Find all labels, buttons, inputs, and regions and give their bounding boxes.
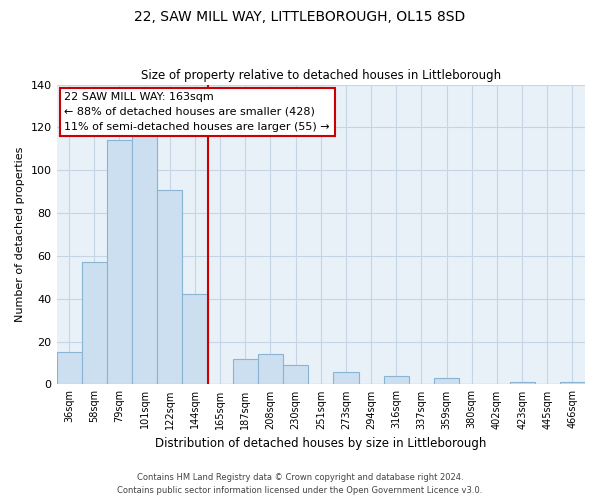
- Bar: [334, 372, 359, 384]
- Bar: [434, 378, 459, 384]
- X-axis label: Distribution of detached houses by size in Littleborough: Distribution of detached houses by size …: [155, 437, 487, 450]
- Bar: [233, 358, 258, 384]
- Text: 22, SAW MILL WAY, LITTLEBOROUGH, OL15 8SD: 22, SAW MILL WAY, LITTLEBOROUGH, OL15 8S…: [134, 10, 466, 24]
- Bar: [560, 382, 585, 384]
- Bar: [107, 140, 132, 384]
- Text: Contains HM Land Registry data © Crown copyright and database right 2024.
Contai: Contains HM Land Registry data © Crown c…: [118, 474, 482, 495]
- Bar: [82, 262, 107, 384]
- Y-axis label: Number of detached properties: Number of detached properties: [15, 147, 25, 322]
- Bar: [283, 365, 308, 384]
- Bar: [56, 352, 82, 384]
- Bar: [132, 132, 157, 384]
- Bar: [383, 376, 409, 384]
- Bar: [509, 382, 535, 384]
- Bar: [182, 294, 208, 384]
- Text: 22 SAW MILL WAY: 163sqm
← 88% of detached houses are smaller (428)
11% of semi-d: 22 SAW MILL WAY: 163sqm ← 88% of detache…: [64, 92, 330, 132]
- Bar: [157, 190, 182, 384]
- Title: Size of property relative to detached houses in Littleborough: Size of property relative to detached ho…: [141, 69, 501, 82]
- Bar: [258, 354, 283, 384]
